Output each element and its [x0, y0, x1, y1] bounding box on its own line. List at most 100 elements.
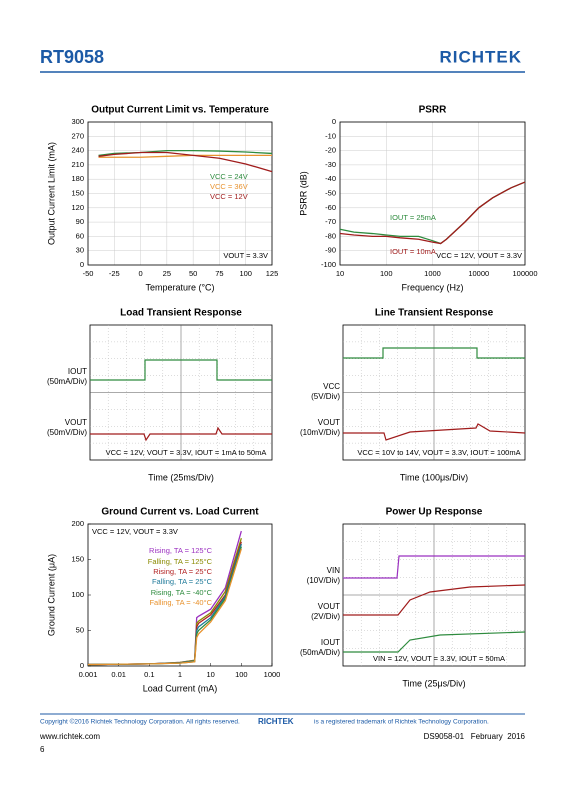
- y-tick-label: 200: [71, 519, 84, 528]
- x-tick-label: 1000: [424, 269, 441, 278]
- x-axis-label: Time (25μs/Div): [402, 678, 465, 688]
- y-tick-label: 240: [71, 146, 84, 155]
- y-tick-label: 60: [76, 231, 84, 240]
- annotation: VCC = 12V, VOUT = 3.3V, IOUT = 1mA to 50…: [106, 448, 267, 457]
- legend-entry: Rising, TA = 25°C: [153, 567, 212, 576]
- annotation: VCC = 12V, VOUT = 3.3V: [92, 527, 178, 536]
- chart-title: Power Up Response: [386, 507, 483, 518]
- chart-title: Output Current Limit vs. Temperature: [91, 105, 269, 116]
- trademark: is a registered trademark of Richtek Tec…: [314, 719, 489, 726]
- scope-trace: [343, 555, 525, 579]
- channel-scale: (10mV/Div): [300, 428, 340, 437]
- y-tick-label: 120: [71, 203, 84, 212]
- legend-entry: IOUT = 10mA: [390, 247, 436, 256]
- y-axis-label: PSRR (dB): [298, 171, 308, 216]
- legend-entry: Falling, TA = -40°C: [149, 598, 212, 607]
- y-tick-label: 30: [76, 246, 84, 255]
- scope-trace: [343, 423, 526, 441]
- series-line: [339, 181, 526, 245]
- channel-name: IOUT: [68, 367, 87, 376]
- legend-entry: Falling, TA = 125°C: [148, 557, 213, 566]
- y-tick-label: -40: [325, 174, 336, 183]
- x-tick-label: -25: [109, 269, 120, 278]
- y-tick-label: -70: [325, 217, 336, 226]
- plot-frame: [87, 121, 273, 266]
- x-tick-label: 50: [189, 269, 197, 278]
- x-tick-label: 100000: [512, 269, 537, 278]
- plot-frame: [339, 121, 526, 266]
- x-axis-label: Temperature (°C): [145, 282, 214, 292]
- x-tick-label: 100: [239, 269, 252, 278]
- website: www.richtek.com: [39, 732, 100, 741]
- scope-trace: [343, 347, 525, 359]
- scope-trace: [90, 426, 272, 442]
- series-line: [98, 154, 272, 158]
- x-tick-label: 10000: [468, 269, 489, 278]
- series-line: [87, 548, 242, 666]
- x-tick-label: 10: [336, 269, 344, 278]
- x-axis-label: Time (100μs/Div): [400, 472, 468, 482]
- chart-title: PSRR: [419, 105, 448, 116]
- y-tick-label: 270: [71, 131, 84, 140]
- annotation: VCC = 12V, VOUT = 3.3V: [436, 251, 522, 260]
- annotation: VCC = 10V to 14V, VOUT = 3.3V, IOUT = 10…: [357, 448, 520, 457]
- y-tick-label: 210: [71, 160, 84, 169]
- y-tick-label: 0: [80, 260, 84, 269]
- y-tick-label: -60: [325, 203, 336, 212]
- series-line: [98, 149, 273, 157]
- scope-trace: [343, 584, 526, 616]
- y-tick-label: -10: [325, 131, 336, 140]
- y-tick-label: -20: [325, 146, 336, 155]
- chart-title: Load Transient Response: [120, 308, 242, 319]
- y-tick-label: -30: [325, 160, 336, 169]
- y-tick-label: -90: [325, 246, 336, 255]
- page-number: 6: [40, 745, 45, 754]
- x-tick-label: 100: [235, 670, 248, 679]
- x-tick-label: 25: [163, 269, 171, 278]
- y-tick-label: 0: [80, 661, 84, 670]
- channel-scale: (2V/Div): [311, 612, 340, 621]
- channel-scale: (50mV/Div): [47, 428, 87, 437]
- x-tick-label: 0.1: [144, 670, 154, 679]
- y-tick-label: -50: [325, 188, 336, 197]
- y-tick-label: 150: [71, 554, 84, 563]
- channel-name: VOUT: [65, 418, 87, 427]
- channel-name: VIN: [327, 566, 341, 575]
- chart-title: Line Transient Response: [375, 308, 494, 319]
- legend-entry: VCC = 12V: [210, 192, 248, 201]
- legend-entry: IOUT = 25mA: [390, 213, 436, 222]
- x-tick-label: 0: [138, 269, 142, 278]
- y-tick-label: 180: [71, 174, 84, 183]
- y-axis-label: Output Current Limit (mA): [46, 142, 56, 245]
- x-tick-label: 0.01: [111, 670, 126, 679]
- x-axis-label: Frequency (Hz): [401, 282, 463, 292]
- y-tick-label: 90: [76, 217, 84, 226]
- legend-entry: Rising, TA = -40°C: [151, 588, 213, 597]
- annotation: VOUT = 3.3V: [223, 251, 268, 260]
- x-tick-label: 1000: [264, 670, 281, 679]
- y-tick-label: -100: [321, 260, 336, 269]
- legend-entry: VCC = 36V: [210, 182, 248, 191]
- x-tick-label: 10: [206, 670, 214, 679]
- doc-number: DS9058-01 February 2016: [424, 732, 526, 741]
- chart-title: Ground Current vs. Load Current: [101, 507, 259, 518]
- copyright: Copyright ©2016 Richtek Technology Corpo…: [40, 718, 240, 726]
- logo: RICHTEK: [439, 47, 522, 66]
- x-axis-label: Load Current (mA): [143, 683, 218, 693]
- scope-trace: [343, 631, 526, 653]
- legend-entry: VCC = 24V: [210, 172, 248, 181]
- y-tick-label: -80: [325, 231, 336, 240]
- series-line: [98, 151, 273, 173]
- y-tick-label: 150: [71, 188, 84, 197]
- channel-scale: (50mA/Div): [47, 377, 87, 386]
- x-tick-label: 1: [178, 670, 182, 679]
- x-axis-label: Time (25ms/Div): [148, 472, 214, 482]
- y-tick-label: 300: [71, 117, 84, 126]
- y-tick-label: 100: [71, 590, 84, 599]
- scope-trace: [90, 359, 272, 381]
- x-tick-label: -50: [83, 269, 94, 278]
- legend-entry: Rising, TA = 125°C: [149, 546, 213, 555]
- footer-logo: RICHTEK: [258, 717, 294, 726]
